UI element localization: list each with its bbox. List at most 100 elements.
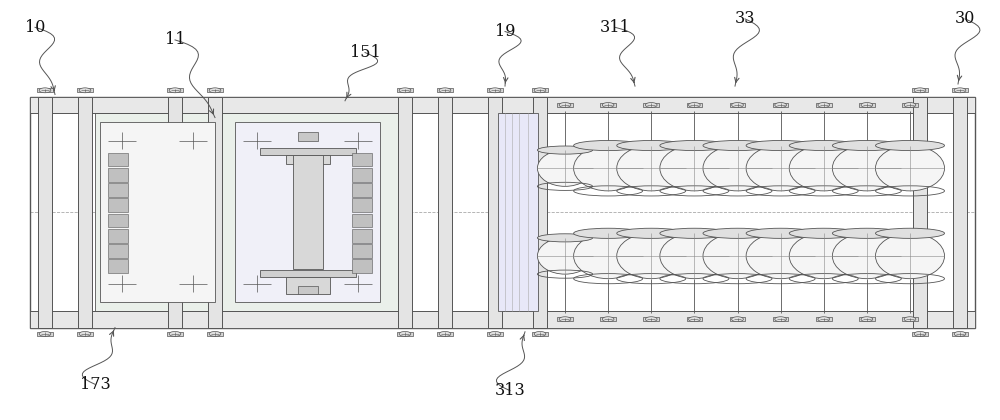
Bar bbox=[167, 332, 183, 336]
Bar bbox=[902, 317, 918, 321]
Circle shape bbox=[559, 102, 571, 108]
Bar bbox=[108, 229, 128, 243]
Bar bbox=[78, 97, 92, 328]
Ellipse shape bbox=[574, 146, 643, 191]
Ellipse shape bbox=[660, 140, 729, 151]
Bar bbox=[208, 97, 222, 328]
Circle shape bbox=[914, 88, 926, 93]
Bar bbox=[207, 332, 223, 336]
Bar bbox=[235, 122, 380, 302]
Bar bbox=[912, 88, 928, 92]
Circle shape bbox=[209, 88, 221, 93]
Circle shape bbox=[169, 88, 181, 93]
Ellipse shape bbox=[832, 234, 901, 279]
Circle shape bbox=[689, 102, 700, 108]
Ellipse shape bbox=[703, 234, 772, 279]
Ellipse shape bbox=[746, 234, 815, 279]
Circle shape bbox=[818, 317, 830, 322]
Ellipse shape bbox=[746, 140, 815, 151]
Bar bbox=[352, 214, 372, 227]
Circle shape bbox=[818, 102, 830, 108]
Bar bbox=[37, 332, 53, 336]
Bar bbox=[773, 103, 788, 107]
Bar bbox=[533, 97, 547, 328]
Bar bbox=[108, 168, 128, 181]
Ellipse shape bbox=[876, 140, 944, 151]
Bar bbox=[952, 332, 968, 336]
Circle shape bbox=[399, 331, 411, 336]
Bar bbox=[730, 103, 745, 107]
Ellipse shape bbox=[537, 234, 593, 242]
Bar bbox=[397, 88, 413, 92]
Bar bbox=[167, 88, 183, 92]
Ellipse shape bbox=[703, 146, 772, 191]
Bar bbox=[600, 103, 616, 107]
Bar bbox=[532, 332, 548, 336]
Text: 151: 151 bbox=[350, 44, 380, 61]
Ellipse shape bbox=[617, 140, 686, 151]
Bar bbox=[643, 317, 659, 321]
Circle shape bbox=[602, 102, 614, 108]
Bar bbox=[600, 317, 616, 321]
Bar bbox=[37, 88, 53, 92]
Bar bbox=[902, 103, 918, 107]
Text: 173: 173 bbox=[80, 376, 110, 393]
Circle shape bbox=[39, 88, 51, 93]
Bar bbox=[352, 198, 372, 212]
Bar bbox=[437, 332, 453, 336]
Bar bbox=[730, 317, 745, 321]
Ellipse shape bbox=[574, 234, 643, 279]
Circle shape bbox=[489, 88, 501, 93]
Bar bbox=[952, 88, 968, 92]
Text: 10: 10 bbox=[25, 19, 45, 36]
Ellipse shape bbox=[617, 146, 686, 191]
Ellipse shape bbox=[876, 228, 944, 239]
Bar bbox=[77, 88, 93, 92]
Ellipse shape bbox=[789, 234, 858, 279]
Circle shape bbox=[209, 331, 221, 336]
Bar bbox=[953, 97, 967, 328]
Bar bbox=[260, 148, 356, 155]
Bar bbox=[100, 122, 215, 302]
Ellipse shape bbox=[660, 146, 729, 191]
Bar bbox=[30, 311, 975, 328]
Circle shape bbox=[914, 331, 926, 336]
Bar bbox=[859, 103, 875, 107]
Bar bbox=[77, 332, 93, 336]
Bar bbox=[352, 229, 372, 243]
Bar bbox=[643, 103, 659, 107]
Ellipse shape bbox=[876, 146, 944, 191]
Circle shape bbox=[904, 102, 916, 108]
Bar bbox=[207, 88, 223, 92]
Bar bbox=[352, 153, 372, 166]
Text: 19: 19 bbox=[495, 23, 515, 40]
Bar bbox=[773, 317, 788, 321]
Ellipse shape bbox=[746, 146, 815, 191]
Bar bbox=[913, 97, 927, 328]
Ellipse shape bbox=[789, 140, 858, 151]
Ellipse shape bbox=[789, 228, 858, 239]
Ellipse shape bbox=[703, 228, 772, 239]
Bar bbox=[286, 277, 330, 294]
Bar bbox=[298, 132, 318, 141]
Circle shape bbox=[534, 331, 546, 336]
Bar bbox=[352, 168, 372, 181]
Circle shape bbox=[439, 88, 451, 93]
Bar bbox=[398, 97, 412, 328]
Bar bbox=[532, 88, 548, 92]
Ellipse shape bbox=[617, 228, 686, 239]
Bar bbox=[912, 332, 928, 336]
Circle shape bbox=[602, 317, 614, 322]
Bar bbox=[498, 113, 538, 311]
Circle shape bbox=[861, 317, 873, 322]
Circle shape bbox=[439, 331, 451, 336]
Bar bbox=[108, 198, 128, 212]
Bar bbox=[487, 332, 503, 336]
Bar bbox=[687, 103, 702, 107]
Circle shape bbox=[79, 331, 91, 336]
Bar bbox=[352, 183, 372, 197]
Circle shape bbox=[169, 331, 181, 336]
Text: 11: 11 bbox=[165, 32, 185, 48]
Bar bbox=[859, 317, 875, 321]
Bar bbox=[108, 183, 128, 197]
